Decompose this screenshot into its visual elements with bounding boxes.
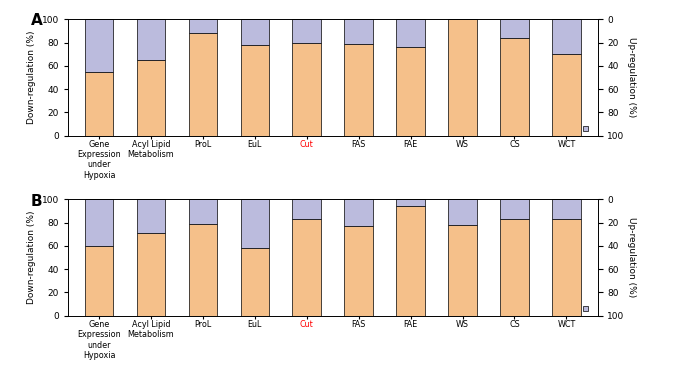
- Bar: [136, 233, 165, 316]
- Text: B: B: [31, 194, 43, 209]
- Bar: [293, 199, 321, 219]
- Bar: [500, 19, 529, 38]
- Y-axis label: Up-regulation (%): Up-regulation (%): [627, 37, 636, 117]
- Bar: [293, 42, 321, 136]
- Bar: [552, 219, 581, 316]
- Bar: [136, 60, 165, 136]
- Y-axis label: Up-regulation (%): Up-regulation (%): [627, 218, 636, 298]
- Y-axis label: Down-regulation (%): Down-regulation (%): [27, 31, 36, 124]
- Bar: [240, 19, 269, 45]
- Bar: [397, 199, 425, 206]
- Bar: [85, 19, 113, 72]
- Bar: [136, 199, 165, 233]
- Bar: [448, 225, 477, 316]
- Bar: [397, 47, 425, 136]
- Bar: [240, 199, 269, 248]
- Bar: [85, 199, 113, 246]
- Bar: [552, 54, 581, 136]
- Bar: [240, 248, 269, 316]
- Bar: [500, 38, 529, 136]
- Bar: [344, 226, 373, 316]
- Bar: [293, 19, 321, 42]
- Legend: : [583, 306, 594, 312]
- Bar: [552, 19, 581, 54]
- Bar: [85, 72, 113, 136]
- Bar: [500, 199, 529, 219]
- Bar: [240, 45, 269, 136]
- Bar: [136, 19, 165, 60]
- Bar: [448, 199, 477, 225]
- Bar: [189, 19, 217, 33]
- Text: A: A: [31, 13, 43, 28]
- Bar: [85, 246, 113, 316]
- Bar: [397, 206, 425, 316]
- Bar: [500, 219, 529, 316]
- Bar: [344, 19, 373, 44]
- Bar: [189, 33, 217, 136]
- Bar: [189, 224, 217, 316]
- Bar: [189, 199, 217, 224]
- Bar: [397, 19, 425, 47]
- Bar: [552, 199, 581, 219]
- Bar: [448, 19, 477, 136]
- Y-axis label: Down-regulation (%): Down-regulation (%): [27, 211, 36, 304]
- Bar: [344, 199, 373, 226]
- Legend: : [583, 126, 594, 132]
- Bar: [293, 219, 321, 316]
- Bar: [344, 44, 373, 136]
